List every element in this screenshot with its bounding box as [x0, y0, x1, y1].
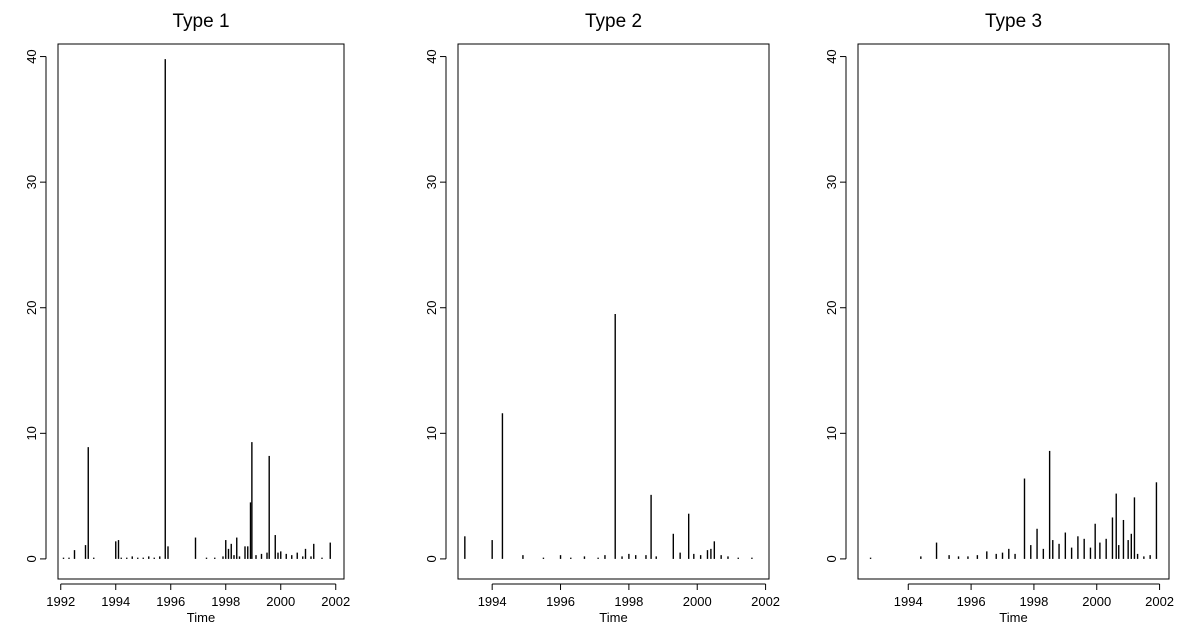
plot-frame	[857, 43, 1170, 580]
x-tick-label: 2002	[751, 594, 780, 609]
x-tick-label: 1994	[894, 594, 923, 609]
x-tick-label: 1992	[46, 594, 75, 609]
x-tick-label: 1998	[1019, 594, 1048, 609]
y-tick-label: 20	[424, 300, 439, 314]
panel-title: Type 1	[172, 11, 229, 32]
panel-title: Type 3	[985, 11, 1042, 32]
x-tick-label: 2002	[1145, 594, 1174, 609]
y-tick-label: 30	[824, 175, 839, 189]
y-tick-label: 0	[24, 555, 39, 562]
y-tick-label: 40	[24, 49, 39, 63]
y-tick-label: 30	[424, 175, 439, 189]
x-tick-label: 1994	[101, 594, 130, 609]
x-axis-label: Time	[187, 610, 215, 625]
panel-title: Type 2	[585, 11, 642, 32]
y-tick-label: 40	[424, 49, 439, 63]
y-tick-label: 20	[824, 300, 839, 314]
x-tick-label: 2002	[321, 594, 350, 609]
y-tick-label: 40	[824, 49, 839, 63]
x-tick-label: 2000	[683, 594, 712, 609]
x-tick-label: 1998	[614, 594, 643, 609]
x-tick-label: 1996	[546, 594, 575, 609]
plot-frame	[57, 43, 345, 580]
plot-frame	[457, 43, 770, 580]
x-tick-label: 1996	[156, 594, 185, 609]
y-tick-label: 0	[824, 555, 839, 562]
x-tick-label: 1994	[478, 594, 507, 609]
x-tick-label: 2000	[1082, 594, 1111, 609]
x-axis-label: Time	[599, 610, 627, 625]
x-tick-label: 1996	[957, 594, 986, 609]
x-axis-label: Time	[999, 610, 1027, 625]
y-tick-label: 20	[24, 300, 39, 314]
y-tick-label: 10	[424, 426, 439, 440]
y-tick-label: 10	[824, 426, 839, 440]
y-tick-label: 10	[24, 426, 39, 440]
panel-type-3: Type 3 Time 0 10 20 30 40 1994 1996 1998 2000 200…	[824, 11, 1174, 625]
x-tick-label: 1998	[211, 594, 240, 609]
panel-type-1: Type 1 Time 0 10 20 30 40 1992 1994 1996 1998 200…	[24, 11, 350, 625]
x-tick-label: 2000	[266, 594, 295, 609]
y-tick-label: 0	[424, 555, 439, 562]
panel-type-2: Type 2 Time 0 10 20 30 40 1994 1996 1998 2000 200…	[424, 11, 780, 625]
y-tick-label: 30	[24, 175, 39, 189]
